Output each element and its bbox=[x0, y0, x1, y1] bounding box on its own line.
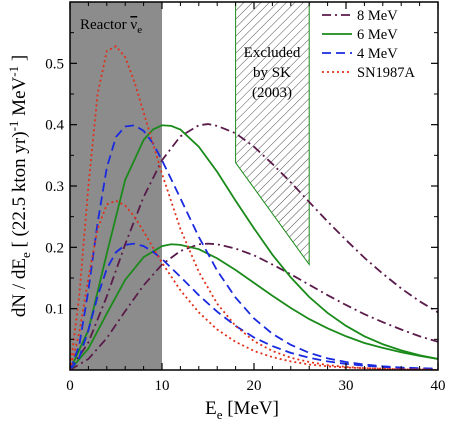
x-tick-label: 30 bbox=[339, 378, 354, 394]
excluded-label-line2: by SK bbox=[253, 65, 291, 81]
x-tick-label: 0 bbox=[66, 378, 74, 394]
legend: 8 MeV 6 MeV 4 MeV SN1987A bbox=[322, 8, 416, 81]
y-tick-label: 0.2 bbox=[45, 240, 64, 256]
y-axis-title: dN / dEe [ (22.5 kton yr)-1 MeV-1 ] bbox=[6, 55, 33, 317]
series-1-curve-1 bbox=[70, 243, 438, 370]
series-0-curve-1 bbox=[70, 242, 438, 370]
x-tick-label: 10 bbox=[155, 378, 170, 394]
series-curves bbox=[70, 45, 438, 370]
x-tick-label: 40 bbox=[431, 378, 446, 394]
series-2-curve-1 bbox=[70, 242, 438, 370]
series-2-curve-0 bbox=[70, 124, 438, 370]
y-tick-label: 0.1 bbox=[45, 302, 64, 318]
x-axis-title: Ee [MeV] bbox=[205, 398, 279, 421]
y-tick-label: 0.4 bbox=[45, 118, 64, 134]
y-tick-labels: 0.1 0.2 0.3 0.4 0.5 bbox=[45, 56, 64, 317]
series-0-curve-0 bbox=[70, 123, 438, 370]
excluded-region bbox=[235, 1, 310, 267]
excluded-label-line3: (2003) bbox=[252, 85, 292, 101]
y-tick-label: 0.5 bbox=[45, 56, 64, 72]
legend-label-1: 6 MeV bbox=[357, 27, 398, 43]
series-1-curve-0 bbox=[70, 124, 438, 370]
legend-label-0: 8 MeV bbox=[357, 8, 398, 24]
x-tick-label: 20 bbox=[247, 378, 262, 394]
legend-label-3: SN1987A bbox=[357, 65, 416, 81]
series-3-curve-1 bbox=[70, 199, 438, 370]
x-tick-labels: 0 10 20 30 40 bbox=[66, 378, 445, 394]
reactor-label: Reactor νe bbox=[80, 17, 142, 36]
y-tick-label: 0.3 bbox=[45, 179, 64, 195]
axis-ticks bbox=[69, 2, 439, 370]
excluded-label-line1: Excluded bbox=[244, 45, 301, 61]
legend-label-2: 4 MeV bbox=[357, 46, 398, 62]
series-3-curve-0 bbox=[70, 45, 438, 370]
